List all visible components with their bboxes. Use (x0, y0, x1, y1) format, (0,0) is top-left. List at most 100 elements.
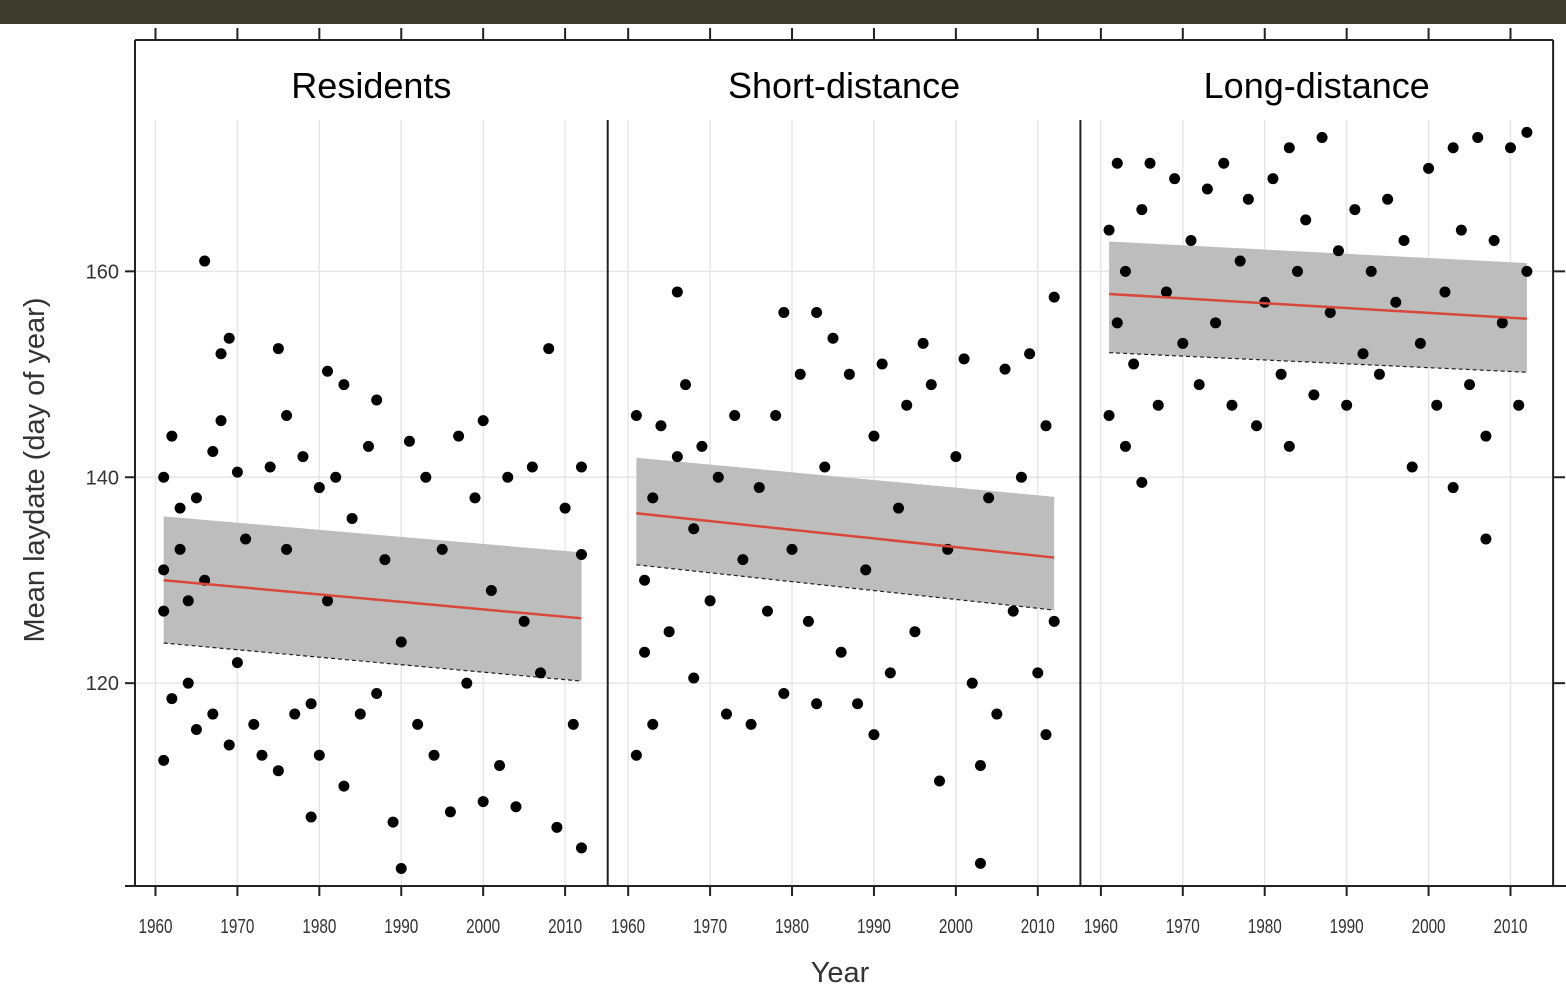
data-point (852, 698, 864, 710)
data-point (1015, 471, 1027, 483)
data-point (313, 482, 325, 494)
data-point (991, 708, 1003, 720)
data-point (199, 255, 211, 267)
data-point (1308, 389, 1320, 401)
data-point (264, 461, 276, 473)
data-point (1136, 204, 1148, 216)
data-point (843, 368, 855, 380)
data-point (704, 595, 716, 607)
data-point (158, 564, 170, 576)
x-tick-label: 2000 (939, 916, 973, 938)
data-point (174, 502, 186, 514)
data-point (575, 842, 587, 854)
data-point (453, 430, 465, 442)
data-point (1390, 296, 1402, 308)
data-point (745, 718, 757, 730)
data-point (436, 543, 448, 555)
x-tick-label: 1990 (1330, 916, 1364, 938)
x-tick-label: 2010 (1493, 916, 1527, 938)
data-point (811, 307, 823, 319)
data-point (1423, 162, 1435, 174)
x-tick-label: 1960 (138, 916, 172, 938)
x-tick-label: 1970 (1166, 916, 1200, 938)
data-point (1275, 368, 1287, 380)
data-point (158, 471, 170, 483)
data-point (753, 482, 765, 494)
data-point (868, 729, 880, 741)
x-tick-label: 1980 (302, 916, 336, 938)
panel-title: Residents (291, 65, 451, 106)
data-point (412, 718, 424, 730)
data-point (248, 718, 260, 730)
y-axis-title: Mean laydate (day of year) (19, 298, 51, 643)
data-point (174, 543, 186, 555)
x-tick-label: 1970 (693, 916, 727, 938)
data-point (518, 615, 530, 627)
data-point (297, 451, 309, 463)
data-point (1447, 142, 1459, 154)
data-point (543, 343, 555, 355)
data-point (909, 626, 921, 638)
data-point (190, 724, 202, 736)
data-point (379, 554, 391, 566)
data-point (371, 394, 383, 406)
data-point (811, 698, 823, 710)
data-point (1177, 337, 1189, 349)
trend-line (163, 578, 582, 620)
data-point (215, 348, 227, 360)
data-point (1496, 317, 1508, 329)
data-point (207, 446, 219, 458)
data-point (1152, 399, 1164, 411)
data-point (1242, 193, 1254, 205)
data-point (1504, 142, 1516, 154)
x-tick-label: 1960 (1084, 916, 1118, 938)
data-point (1414, 337, 1426, 349)
data-point (395, 636, 407, 648)
data-point (1040, 729, 1052, 741)
data-point (575, 461, 587, 473)
data-point (1291, 265, 1303, 277)
data-point (1447, 482, 1459, 494)
data-point (1169, 173, 1181, 185)
data-point (1283, 142, 1295, 154)
data-point (884, 667, 896, 679)
data-point (1480, 533, 1492, 545)
data-point (395, 862, 407, 874)
data-point (535, 667, 547, 679)
data-point (835, 646, 847, 658)
data-point (974, 760, 986, 772)
data-point (1218, 157, 1230, 169)
data-point (819, 461, 831, 473)
trend-line (636, 512, 1055, 559)
data-point (322, 595, 334, 607)
data-point (778, 307, 790, 319)
confidence-band (636, 457, 1055, 611)
data-point (1210, 317, 1222, 329)
data-point (974, 857, 986, 869)
data-point (1040, 420, 1052, 432)
data-point (1226, 399, 1238, 411)
panel-title: Long-distance (1204, 65, 1430, 106)
x-tick-label: 1960 (611, 916, 645, 938)
data-point (860, 564, 872, 576)
photo-border (0, 0, 1566, 24)
data-point (688, 523, 700, 535)
data-point (1185, 234, 1197, 246)
data-point (639, 574, 651, 586)
data-point (1365, 265, 1377, 277)
data-point (1201, 183, 1213, 195)
data-point (207, 708, 219, 720)
data-point (1513, 399, 1525, 411)
data-point (338, 379, 350, 391)
data-point (1144, 157, 1156, 169)
data-point (1234, 255, 1246, 267)
data-point (575, 548, 587, 560)
y-tick-label: 120 (86, 673, 119, 695)
data-point (639, 646, 651, 658)
data-point (428, 749, 440, 761)
data-point (1316, 132, 1328, 144)
data-point (305, 698, 317, 710)
data-point (281, 409, 293, 421)
data-point (794, 368, 806, 380)
